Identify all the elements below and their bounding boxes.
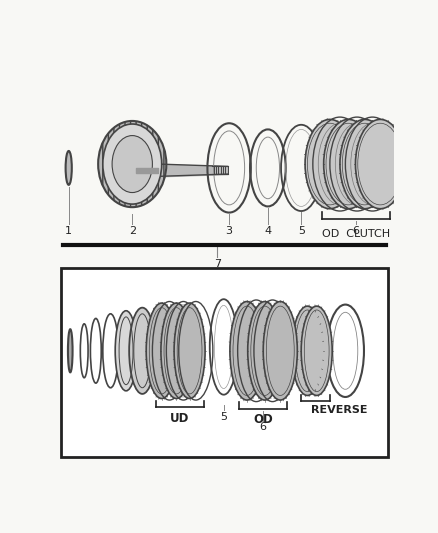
Text: 6: 6	[352, 225, 359, 236]
Ellipse shape	[66, 151, 72, 185]
Ellipse shape	[292, 306, 323, 395]
Ellipse shape	[115, 311, 137, 391]
Ellipse shape	[98, 121, 166, 207]
Ellipse shape	[129, 308, 155, 394]
Text: 6: 6	[260, 422, 267, 432]
Text: 3: 3	[226, 225, 233, 236]
Ellipse shape	[103, 124, 162, 204]
Ellipse shape	[161, 303, 192, 399]
Ellipse shape	[324, 119, 373, 209]
Ellipse shape	[146, 303, 177, 399]
Text: 2: 2	[129, 225, 136, 236]
Ellipse shape	[340, 119, 389, 209]
Ellipse shape	[263, 302, 297, 400]
Ellipse shape	[68, 329, 73, 373]
Text: OD  CLUTCH: OD CLUTCH	[322, 229, 390, 239]
Ellipse shape	[112, 135, 152, 192]
Bar	[61, 268, 388, 457]
Text: OD: OD	[253, 413, 273, 426]
Ellipse shape	[248, 302, 282, 400]
Text: 7: 7	[214, 259, 221, 269]
Text: 1: 1	[65, 225, 72, 236]
Text: 5: 5	[220, 411, 227, 422]
Ellipse shape	[174, 303, 205, 399]
Text: REVERSE: REVERSE	[311, 406, 367, 415]
Ellipse shape	[305, 119, 355, 209]
Ellipse shape	[230, 302, 264, 400]
Ellipse shape	[356, 119, 405, 209]
Ellipse shape	[301, 306, 332, 395]
Text: UD: UD	[170, 411, 189, 425]
Text: 5: 5	[298, 225, 305, 236]
Text: 4: 4	[264, 225, 272, 236]
